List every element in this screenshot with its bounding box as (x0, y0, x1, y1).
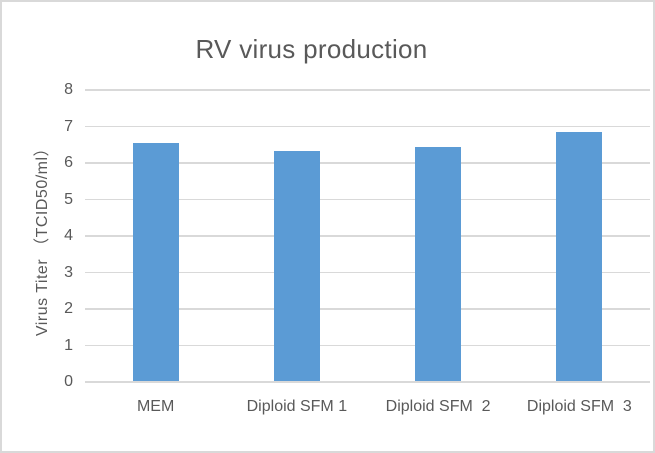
bar (556, 132, 603, 381)
y-tick-label: 5 (64, 190, 73, 208)
y-tick-label: 3 (64, 263, 73, 281)
y-tick-label: 6 (64, 154, 73, 171)
gridline (85, 308, 650, 310)
gridline (85, 271, 650, 274)
gridline (85, 89, 650, 91)
x-tick-label: Diploid SFM 3 (526, 398, 632, 415)
gridline (85, 344, 650, 347)
y-tick-label: 2 (64, 300, 73, 317)
x-tick-label: MEM (136, 398, 175, 415)
bar (273, 150, 320, 381)
gridline (85, 381, 650, 383)
x-tick-label: Diploid SFM 2 (385, 398, 491, 415)
gridline (85, 198, 650, 201)
y-tick-label: 1 (64, 336, 73, 354)
y-tick-label: 0 (64, 373, 73, 390)
gridline (85, 125, 650, 128)
chart-title: RV virus production (195, 34, 428, 64)
bar (132, 143, 179, 381)
bar (415, 146, 462, 381)
x-tick-label: Diploid SFM 1 (246, 398, 348, 415)
y-tick-label: 7 (64, 117, 73, 135)
x-axis: MEM Diploid SFM 1 Diploid SFM 2 Diploid SFM… (85, 394, 650, 420)
gridline (85, 162, 650, 164)
y-tick-label: 8 (64, 81, 73, 98)
gridline (85, 235, 650, 237)
y-axis: 0 1 2 3 4 5 6 7 8 (2, 81, 73, 390)
y-tick-label: 4 (64, 227, 73, 244)
plot-area (85, 89, 650, 383)
